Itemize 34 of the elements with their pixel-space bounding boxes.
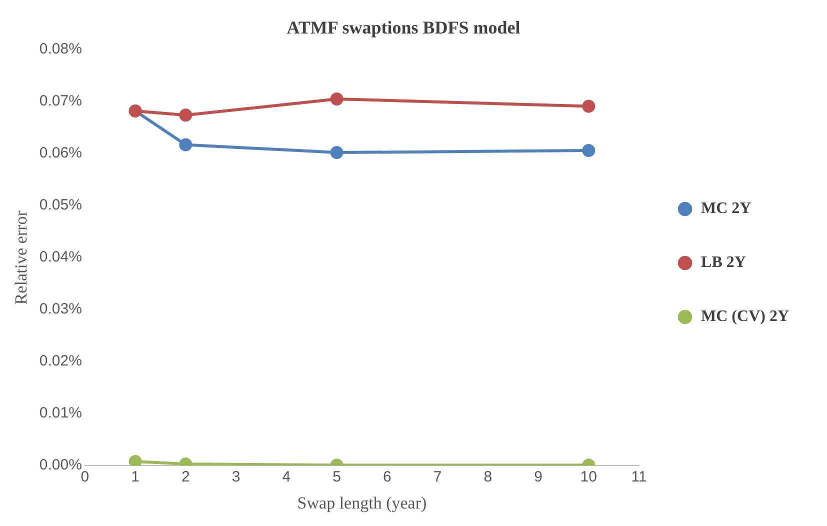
point: [179, 138, 192, 152]
legend-label: MC (CV) 2Y: [701, 308, 790, 326]
x-tick-label: 11: [631, 468, 647, 486]
point: [330, 146, 344, 160]
point: [330, 92, 344, 106]
x-tick-label: 7: [433, 468, 442, 486]
point: [582, 144, 596, 157]
x-axis-title: Swap length (year): [297, 493, 427, 512]
point: [128, 454, 142, 466]
y-tick-label: 0.06%: [39, 144, 82, 162]
y-tick-label: 0.05%: [39, 196, 82, 214]
x-tick-label: 9: [534, 468, 542, 486]
x-tick-label: 4: [282, 468, 291, 486]
y-tick-label: 0.08%: [39, 40, 82, 58]
x-tick-label: 2: [182, 468, 190, 486]
y-tick-label: 0.07%: [39, 92, 82, 110]
y-tick-label: 0.02%: [39, 352, 82, 370]
y-tick-label: 0.04%: [39, 248, 82, 266]
x-tick-label: 6: [382, 468, 392, 486]
point: [179, 108, 192, 122]
y-tick-label: 0.01%: [39, 404, 82, 422]
x-tick-label: 3: [232, 468, 240, 486]
x-tick-label: 10: [580, 468, 597, 486]
legend-label: LB 2Y: [701, 254, 746, 272]
legend-label: MC 2Y: [701, 200, 752, 218]
x-tick-label: 1: [131, 468, 140, 486]
x-tick-label: 5: [332, 468, 341, 486]
y-axis-title: Relative error: [12, 210, 31, 305]
y-tick-label: 0.00%: [39, 456, 82, 474]
point: [582, 100, 596, 113]
chart-title: ATMF swaptions BDFS model: [286, 17, 520, 38]
x-tick-label: 8: [484, 468, 492, 486]
x-tick-label: 0: [80, 468, 90, 486]
y-tick-label: 0.03%: [39, 300, 82, 318]
